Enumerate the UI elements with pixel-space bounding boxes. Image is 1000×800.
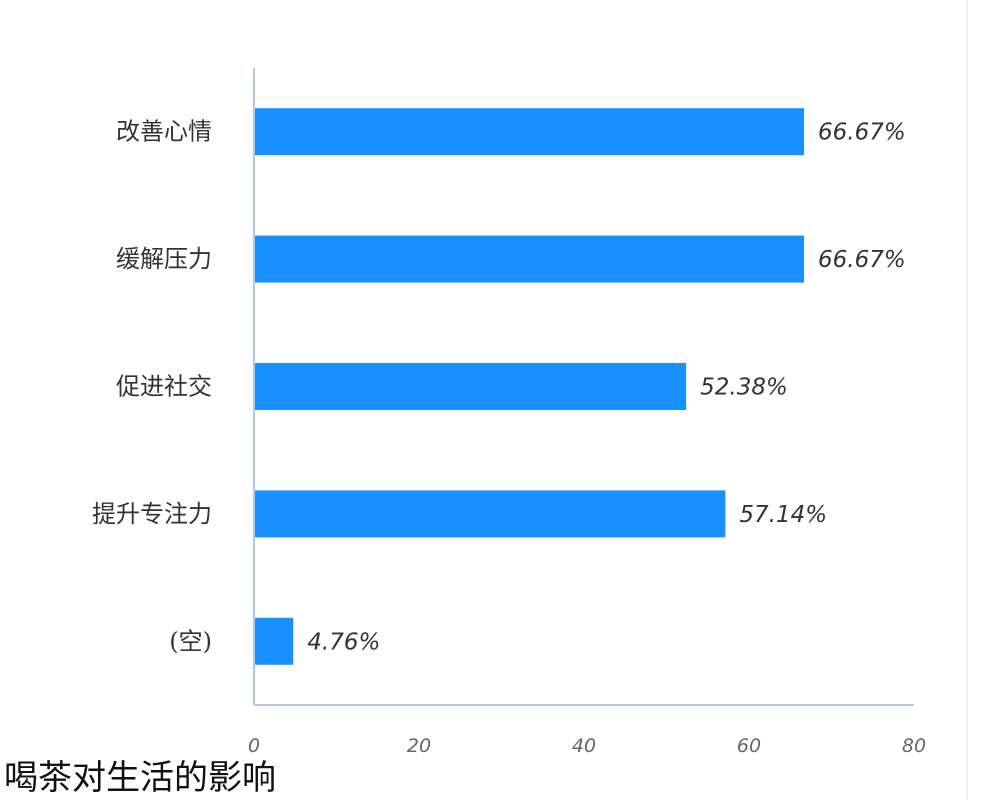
- x-tick-label: 60: [737, 735, 761, 757]
- bar: [255, 363, 687, 410]
- category-label: (空): [169, 627, 212, 655]
- x-tick-label: 80: [902, 735, 926, 757]
- category-label: 促进社交: [116, 373, 212, 401]
- bar: [255, 490, 726, 538]
- data-label: 52.38%: [700, 375, 788, 401]
- category-label: 改善心情: [116, 118, 212, 146]
- bars-group: [255, 108, 805, 665]
- data-label: 4.76%: [307, 629, 380, 655]
- category-label: 提升专注力: [92, 500, 212, 528]
- x-tick-label: 40: [572, 735, 596, 757]
- data-label: 66.67%: [818, 247, 906, 273]
- bar: [255, 108, 805, 156]
- bar: [255, 235, 805, 283]
- panel-divider: [966, 0, 968, 800]
- chart-title: 喝茶对生活的影响: [4, 758, 276, 798]
- x-tick-label: 0: [248, 735, 260, 757]
- x-tick-labels: 0 20 40 60 80: [248, 735, 926, 757]
- data-labels: 66.67% 66.67% 52.38% 57.14% 4.76%: [307, 120, 905, 656]
- bar: [255, 617, 294, 665]
- data-label: 66.67%: [818, 120, 906, 146]
- x-tick-label: 20: [407, 735, 431, 757]
- category-label: 缓解压力: [116, 245, 212, 273]
- data-label: 57.14%: [739, 502, 827, 528]
